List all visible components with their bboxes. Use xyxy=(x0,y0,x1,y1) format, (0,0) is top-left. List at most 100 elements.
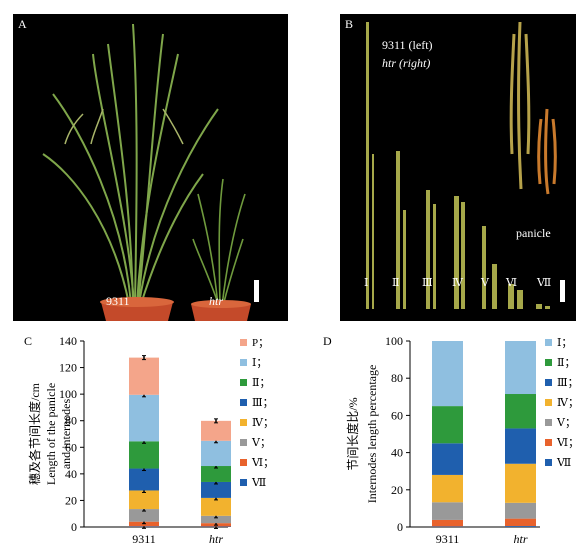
legend-9311-left: 9311 (left) xyxy=(382,38,433,52)
legend-label-VI: Ⅵ； xyxy=(251,457,274,469)
y-tick-label: 40 xyxy=(65,467,77,481)
bar-segment-I-9311 xyxy=(129,394,159,442)
legend-label-I: Ⅰ； xyxy=(557,337,572,349)
bar-segment-IV-htr xyxy=(505,463,536,503)
legend-label-I: Ⅰ； xyxy=(252,357,267,369)
panel-a-label: A xyxy=(18,17,27,31)
y-tick-label: 20 xyxy=(65,493,77,507)
bar-segment-V-htr xyxy=(505,502,536,519)
panel-c-label: C xyxy=(24,334,33,348)
y-tick-label: 60 xyxy=(391,408,403,422)
legend-swatch-V xyxy=(545,419,552,426)
bar-segment-P-htr xyxy=(201,420,231,441)
legend-htr-right: htr (right) xyxy=(382,56,431,70)
legend-swatch-III xyxy=(240,399,247,406)
legend-swatch-II xyxy=(240,379,247,386)
panel-a-photo: A 9311 htr xyxy=(13,14,288,321)
legend-label-P: P； xyxy=(252,337,269,349)
x-tick-label-htr: htr xyxy=(209,532,223,546)
legend-swatch-I xyxy=(240,359,247,366)
legend-label-VII: Ⅶ xyxy=(251,477,266,489)
left-pot xyxy=(101,302,173,321)
bar-segment-IV-9311 xyxy=(432,474,463,503)
bar-segment-II-htr xyxy=(505,394,536,429)
legend-swatch-IV xyxy=(240,419,247,426)
legend-label-III: Ⅲ； xyxy=(252,397,274,409)
x-tick-label-htr: htr xyxy=(513,532,527,546)
bar-segment-III-htr xyxy=(201,481,231,498)
y-axis-label-cn: 节间长度比/% xyxy=(345,397,360,470)
y-tick-label: 80 xyxy=(391,371,403,385)
bar-segment-VII-htr xyxy=(505,526,536,527)
bar-segment-IV-9311 xyxy=(129,490,159,510)
right-pot xyxy=(191,304,251,321)
legend-label-VI: Ⅵ； xyxy=(556,437,579,449)
y-tick-label: 100 xyxy=(59,387,77,401)
scale-bar-b xyxy=(560,280,565,302)
bar-segment-I-htr xyxy=(505,341,536,395)
legend-label-IV: Ⅳ； xyxy=(252,417,274,429)
legend-swatch-I xyxy=(545,339,552,346)
internode-label-4: Ⅳ xyxy=(452,277,463,289)
legend-swatch-VI xyxy=(240,459,247,466)
bar-segment-IV-htr xyxy=(201,497,231,516)
bar-segment-II-htr xyxy=(201,466,231,482)
internode-label-1: Ⅰ xyxy=(364,277,369,289)
bar-segment-II-9311 xyxy=(432,406,463,444)
bar-segment-III-9311 xyxy=(129,468,159,491)
y-tick-label: 0 xyxy=(71,520,77,534)
internode-label-6: Ⅵ xyxy=(506,277,518,289)
legend-label-V: Ⅴ； xyxy=(251,437,271,449)
legend-swatch-V xyxy=(240,439,247,446)
internode-label-7: Ⅶ xyxy=(537,277,552,289)
bar-segment-III-htr xyxy=(505,428,536,464)
legend-label-III: Ⅲ； xyxy=(557,377,579,389)
internode-label-3: Ⅲ xyxy=(422,277,433,289)
bar-segment-P-9311 xyxy=(129,357,159,395)
y-axis-label-en-2: and internodes xyxy=(59,399,73,470)
legend-swatch-VII xyxy=(240,479,247,486)
plant-label-9311: 9311 xyxy=(106,294,130,308)
y-tick-label: 120 xyxy=(59,361,77,375)
legend-swatch-III xyxy=(545,379,552,386)
legend-label-II: Ⅱ； xyxy=(557,357,575,369)
y-tick-label: 0 xyxy=(397,520,403,534)
bar-segment-II-9311 xyxy=(129,441,159,469)
y-tick-label: 20 xyxy=(391,483,403,497)
y-axis-label-en: Internodes length percentage xyxy=(365,365,379,504)
bar-segment-V-htr xyxy=(201,515,231,524)
legend-label-VII: Ⅶ xyxy=(556,457,571,469)
bar-segment-V-9311 xyxy=(129,509,159,522)
legend-swatch-VII xyxy=(545,459,552,466)
scale-bar xyxy=(254,280,259,302)
legend-swatch-VI xyxy=(545,439,552,446)
y-tick-label: 60 xyxy=(65,440,77,454)
internode-label-5: Ⅴ xyxy=(481,277,489,289)
bar-segment-I-9311 xyxy=(432,341,463,407)
bar-segment-VI-htr xyxy=(505,518,536,527)
y-tick-label: 100 xyxy=(385,334,403,348)
y-tick-label: 40 xyxy=(391,446,403,460)
bar-segment-VII-9311 xyxy=(432,526,463,527)
legend-swatch-P xyxy=(240,339,247,346)
plant-label-htr: htr xyxy=(209,294,224,308)
chart-c: 0 20 40 60 80 100 120 140 9311 htr P； Ⅰ； Ⅱ； Ⅲ； Ⅳ； Ⅴ； Ⅵ； Ⅶ… xyxy=(27,334,274,546)
y-axis-label-cn: 穗及各节间长度/cm xyxy=(27,382,42,485)
bar-segment-V-9311 xyxy=(432,502,463,520)
y-tick-label: 140 xyxy=(59,334,77,348)
legend-swatch-II xyxy=(545,359,552,366)
panicle-label: panicle xyxy=(516,226,551,240)
y-tick-label: 80 xyxy=(65,414,77,428)
y-axis-label-en-1: Length of the panicle xyxy=(44,383,58,485)
bar-segment-III-9311 xyxy=(432,443,463,475)
panel-b-label: B xyxy=(345,17,354,31)
legend-label-V: Ⅴ； xyxy=(556,417,576,429)
panel-b-illustration xyxy=(366,21,565,309)
x-tick-label-9311: 9311 xyxy=(436,532,460,546)
internode-label-2: Ⅱ xyxy=(392,277,400,289)
x-tick-label-9311: 9311 xyxy=(132,532,156,546)
legend-label-IV: Ⅳ； xyxy=(557,397,579,409)
panel-a-illustration xyxy=(42,23,259,321)
bar-segment-VI-9311 xyxy=(432,519,463,527)
panel-d-label: D xyxy=(323,334,332,348)
